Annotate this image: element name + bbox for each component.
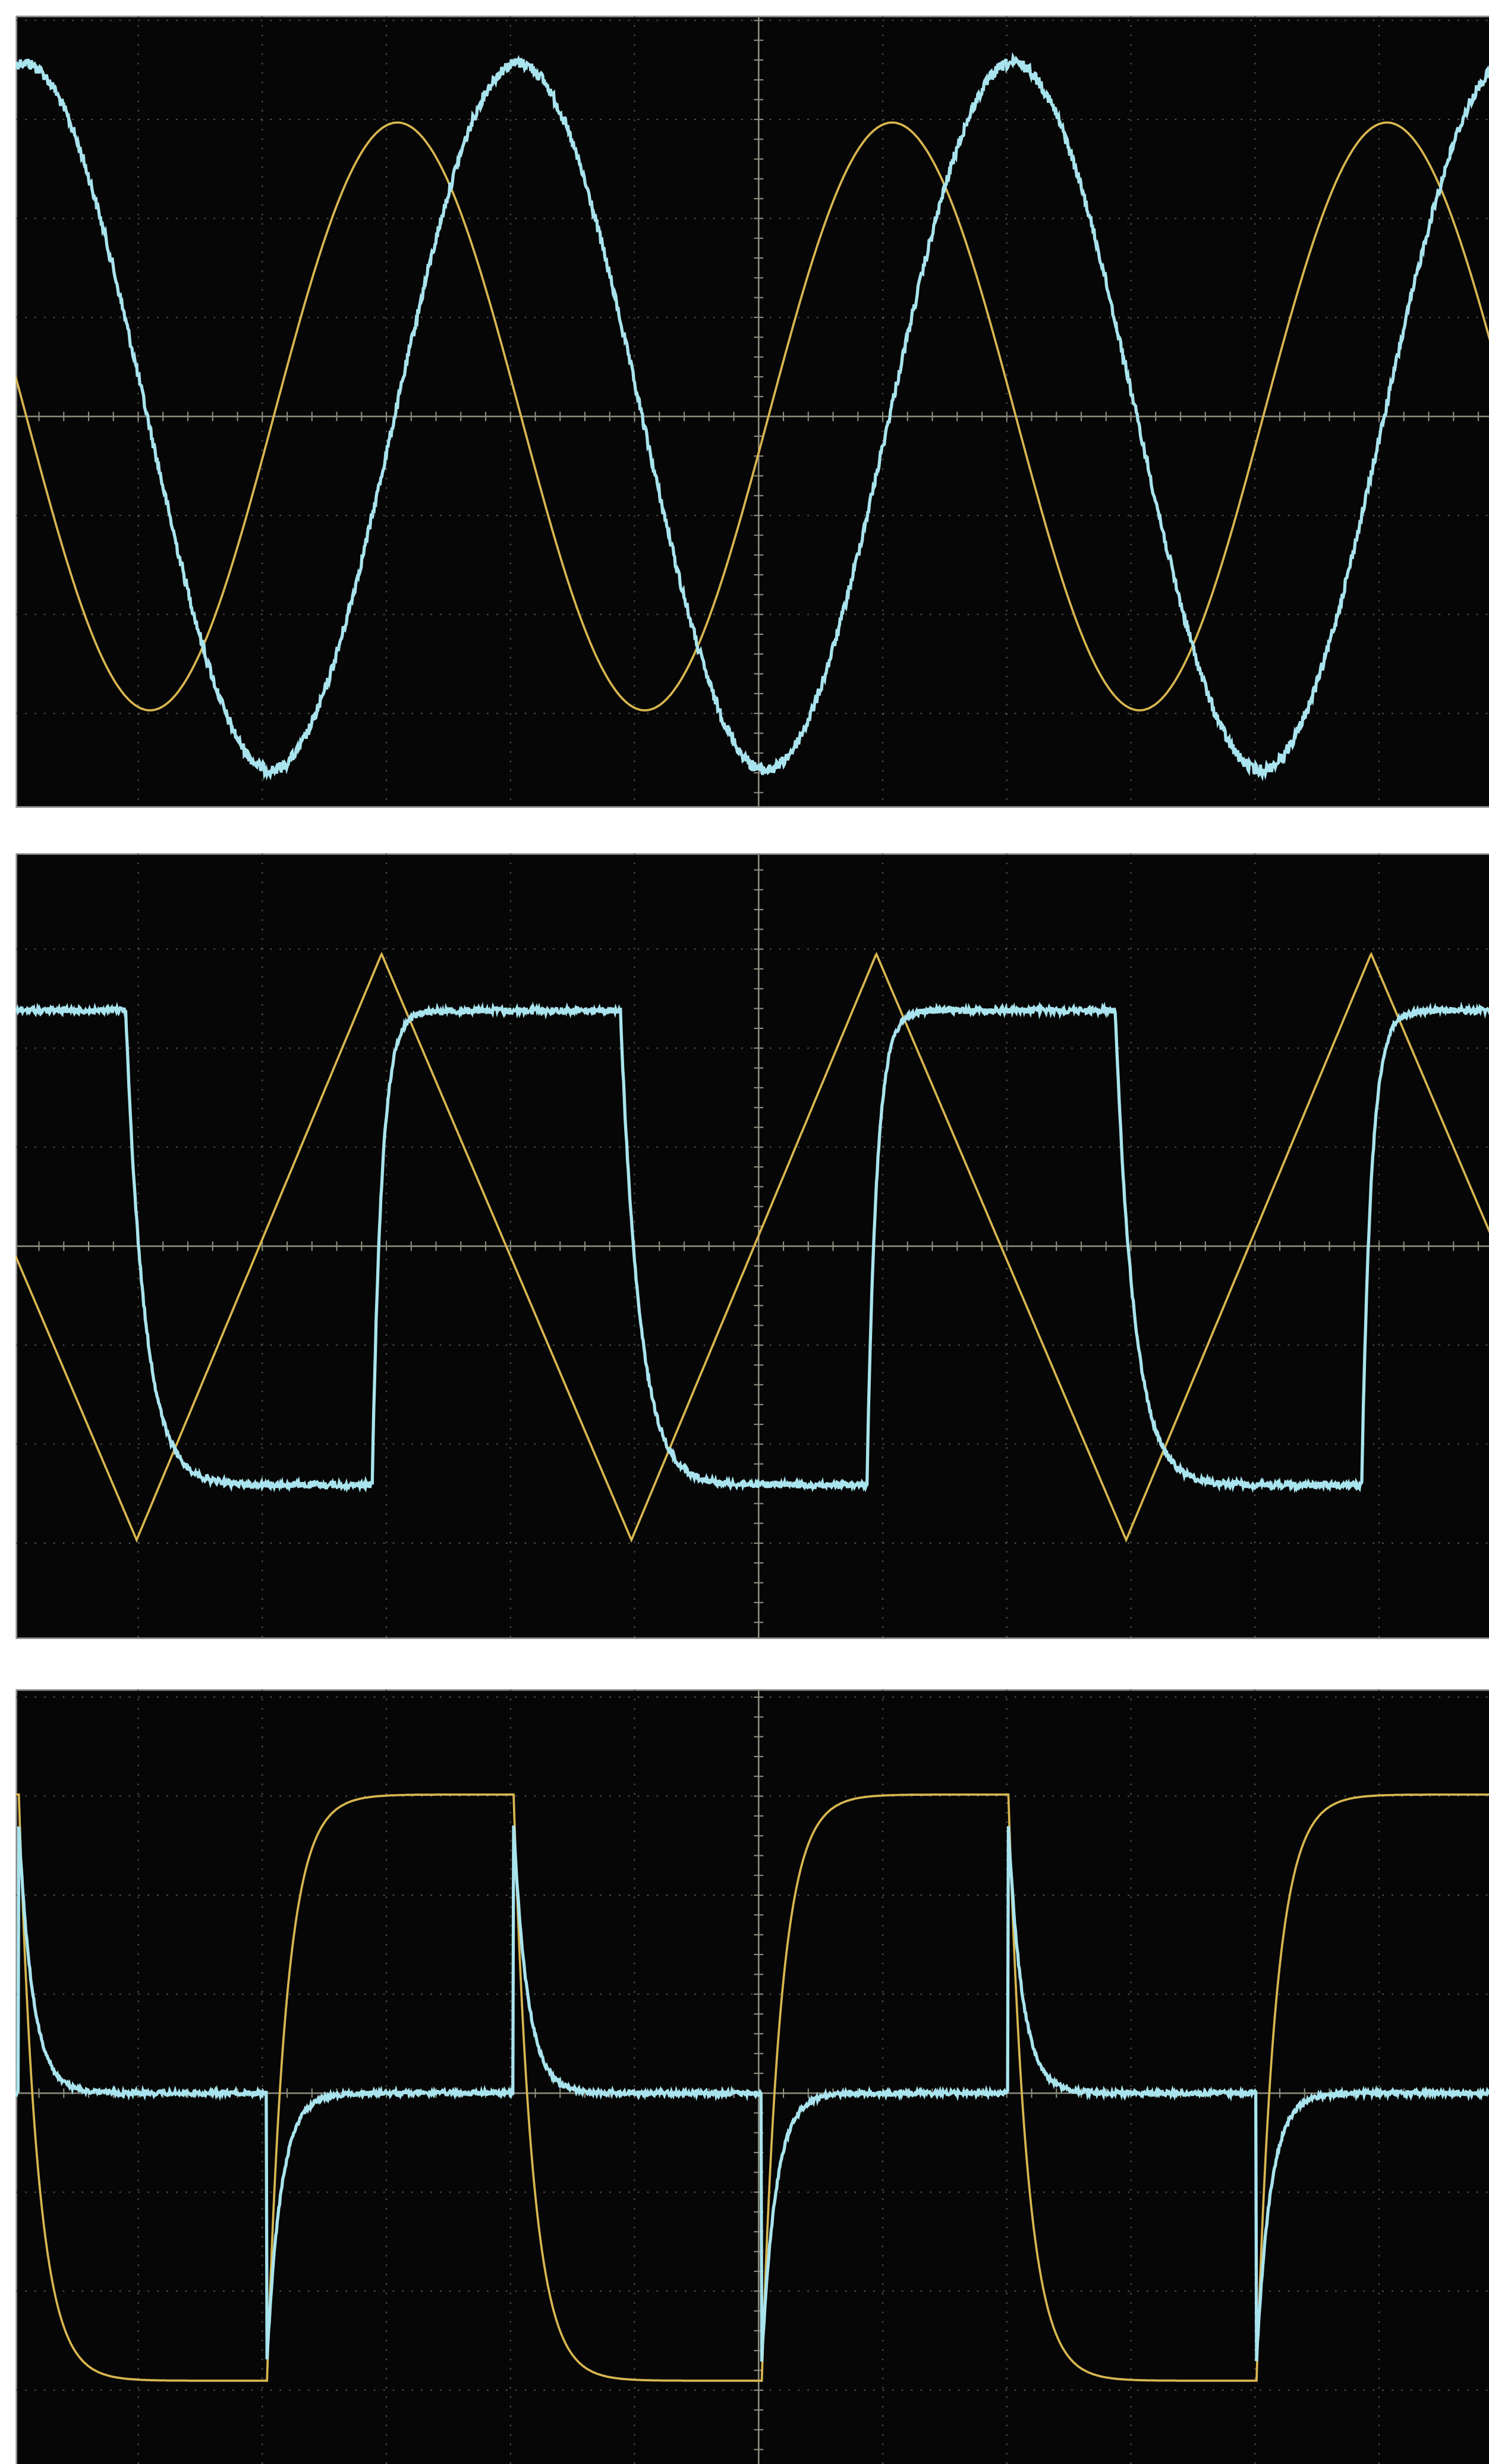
page: (() => { const data = JSON.parse(documen…	[0, 0, 1489, 2464]
scope-panel	[14, 1689, 1489, 2464]
scope-panel	[14, 850, 1489, 1642]
screen-background	[15, 15, 1489, 807]
scope-screens	[0, 0, 1489, 2464]
scope-panel	[14, 15, 1489, 812]
screen-background	[15, 1689, 1489, 2464]
